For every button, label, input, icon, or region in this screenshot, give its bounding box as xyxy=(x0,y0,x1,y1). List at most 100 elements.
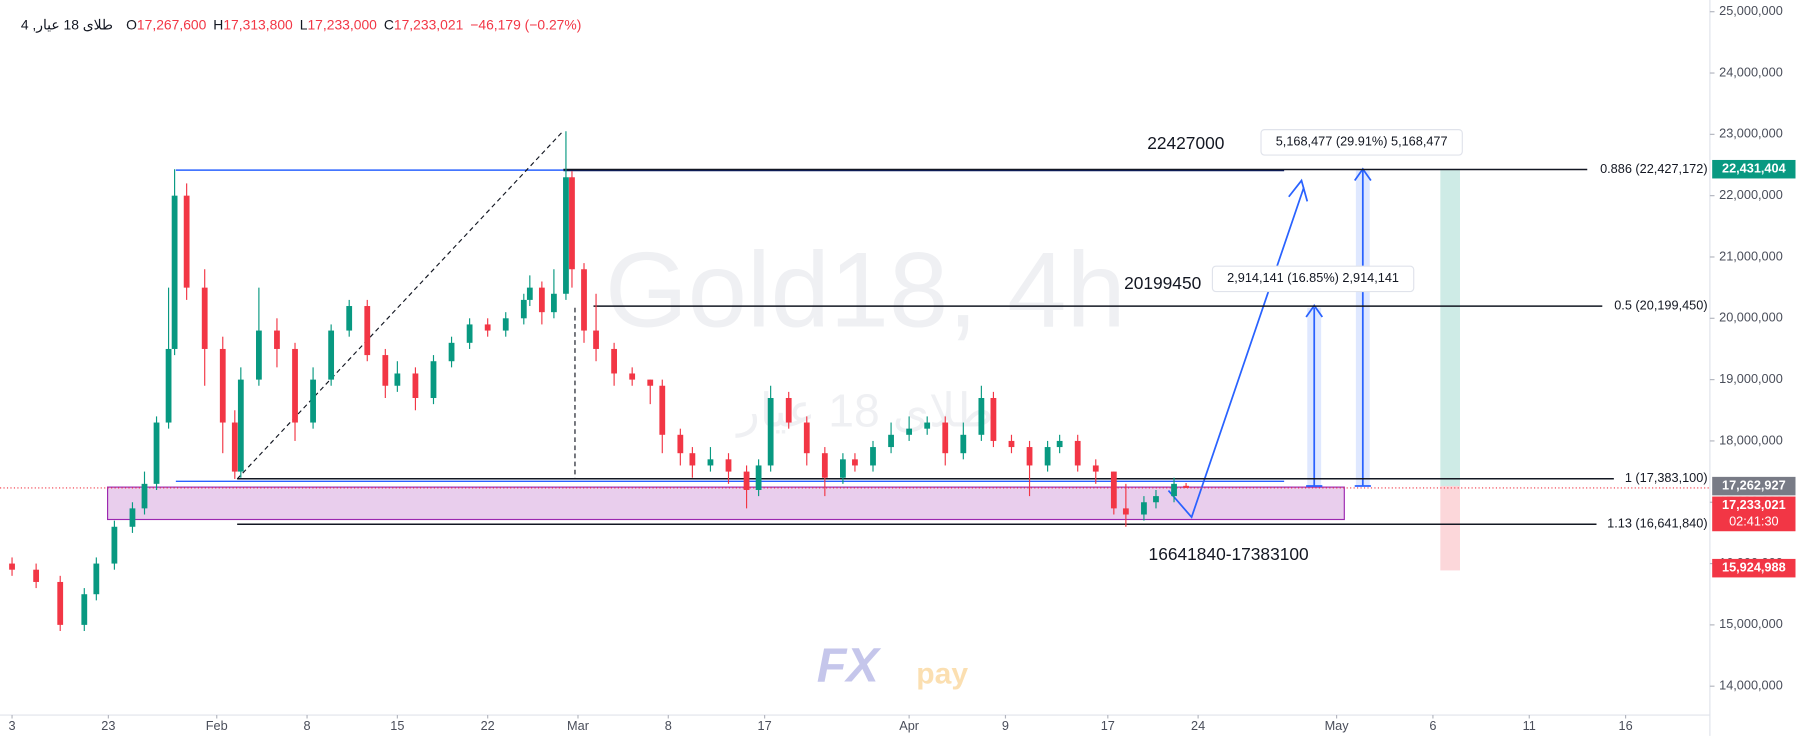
candle-body xyxy=(563,177,569,294)
x-tick-label: 23 xyxy=(101,718,115,733)
candle-body xyxy=(292,348,298,423)
stop-zone xyxy=(1440,485,1460,571)
price-tag-label: 17,262,927 xyxy=(1722,477,1786,492)
candle-body xyxy=(978,398,985,435)
price-tag: 17,262,927 xyxy=(1712,476,1796,496)
candle-body xyxy=(219,348,226,423)
price-tag-bg xyxy=(1712,496,1796,532)
candle-body xyxy=(165,348,172,423)
candle-body xyxy=(129,508,136,527)
candle-body xyxy=(502,318,509,331)
candle-body xyxy=(593,330,599,349)
candle-body xyxy=(364,306,371,356)
candle-body xyxy=(33,569,40,582)
x-tick-label: 15 xyxy=(390,718,404,733)
candle-body xyxy=(924,422,931,429)
target-zone xyxy=(1440,170,1460,486)
ohlc-label: L xyxy=(300,16,308,32)
candle-body xyxy=(382,355,389,386)
candle-body xyxy=(1092,465,1099,472)
candle-body xyxy=(310,379,316,423)
candle-body xyxy=(430,361,437,399)
y-tick-label: 22,000,000 xyxy=(1719,187,1783,202)
candle-body xyxy=(569,177,575,270)
candle-body xyxy=(93,563,100,595)
price-tag-bg xyxy=(1712,476,1796,496)
price-tag-bg xyxy=(1712,558,1796,578)
candle-body xyxy=(990,398,997,441)
candle-body xyxy=(743,471,750,490)
y-tick-label: 24,000,000 xyxy=(1719,64,1783,79)
candle-body xyxy=(1008,440,1015,448)
symbol: طلای 18 عیار, 4 xyxy=(21,16,113,33)
change: −46,179 (−0.27%) xyxy=(470,16,581,32)
candle-body xyxy=(611,348,618,374)
candle-body xyxy=(237,379,244,472)
watermark-subtitle: طلای 18 عیار xyxy=(735,384,993,438)
candle-body xyxy=(538,287,545,313)
support-zone xyxy=(107,486,1345,521)
ohlc-value: 17,233,021 xyxy=(394,16,464,32)
forecast-arrow xyxy=(1167,187,1305,519)
candle-body xyxy=(840,459,846,478)
annotation: 20199450 xyxy=(1124,273,1201,293)
candle-body xyxy=(346,306,353,331)
candle-body xyxy=(183,195,190,288)
candle-body xyxy=(526,287,533,300)
fib-label: 1 (17,383,100) xyxy=(1625,470,1708,485)
watermark-title: Gold18, 4h xyxy=(605,231,1126,350)
fib-label: 1.13 (16,641,840) xyxy=(1607,516,1707,531)
annotation: 22427000 xyxy=(1147,133,1224,153)
header-text: طلای 18 عیار, 4 O17,267,600 H17,313,800 L1… xyxy=(21,16,582,33)
candle-body xyxy=(171,195,178,349)
ohlc-label: C xyxy=(384,16,394,32)
x-tick-label: Apr xyxy=(899,718,920,733)
candle-body xyxy=(960,434,967,454)
y-tick-label: 23,000,000 xyxy=(1719,126,1783,141)
candle-body xyxy=(412,373,419,399)
header: طلای 18 عیار, 4 O17,267,600 H17,313,800 L1… xyxy=(9,13,582,38)
candle-body xyxy=(231,422,238,472)
candle-body xyxy=(81,594,88,625)
watermark: Gold18, 4h طلای 18 عیار xyxy=(605,231,1126,439)
logo-word: pay xyxy=(916,658,968,691)
measure-label: 5,168,477 (29.91%) 5,168,477 xyxy=(1276,134,1448,149)
price-tag: 15,924,988 xyxy=(1712,558,1796,578)
candle-body xyxy=(647,379,654,386)
candle-body xyxy=(707,459,714,466)
candle-body xyxy=(57,581,64,625)
price-tag-label: 15,924,988 xyxy=(1722,560,1786,575)
candle-body xyxy=(785,398,792,423)
fib-label: 0.886 (22,427,172) xyxy=(1600,161,1708,176)
candle-body xyxy=(852,459,858,466)
candle-body xyxy=(677,434,684,454)
ohlc-value: 17,267,600 xyxy=(137,16,207,32)
logo-mark: FX xyxy=(817,639,882,693)
candle-body xyxy=(725,459,732,472)
header-bg xyxy=(9,13,571,38)
x-tick-label: 17 xyxy=(1101,718,1115,733)
logo: FX pay xyxy=(817,639,969,693)
price-tag-bg xyxy=(1712,159,1796,179)
candle-body xyxy=(466,324,473,343)
candle-body xyxy=(629,373,636,380)
ohlc-value: 17,313,800 xyxy=(223,16,293,32)
x-tick-label: 6 xyxy=(1429,718,1436,733)
x-tick-label: 17 xyxy=(758,718,772,733)
candle-body xyxy=(1153,496,1159,503)
candle-body xyxy=(9,563,15,570)
candle-body xyxy=(1171,483,1177,497)
arrow-head xyxy=(1288,178,1309,202)
candle-body xyxy=(484,324,491,331)
annotation: 16641840-17383100 xyxy=(1149,544,1309,564)
candle-body xyxy=(942,422,949,454)
y-tick-label: 14,000,000 xyxy=(1719,678,1783,693)
measure-label: 2,914,141 (16.85%) 2,914,141 xyxy=(1227,270,1399,285)
candle-body xyxy=(1183,485,1189,488)
x-tick-label: 9 xyxy=(1002,718,1009,733)
candle-body xyxy=(1110,471,1117,509)
